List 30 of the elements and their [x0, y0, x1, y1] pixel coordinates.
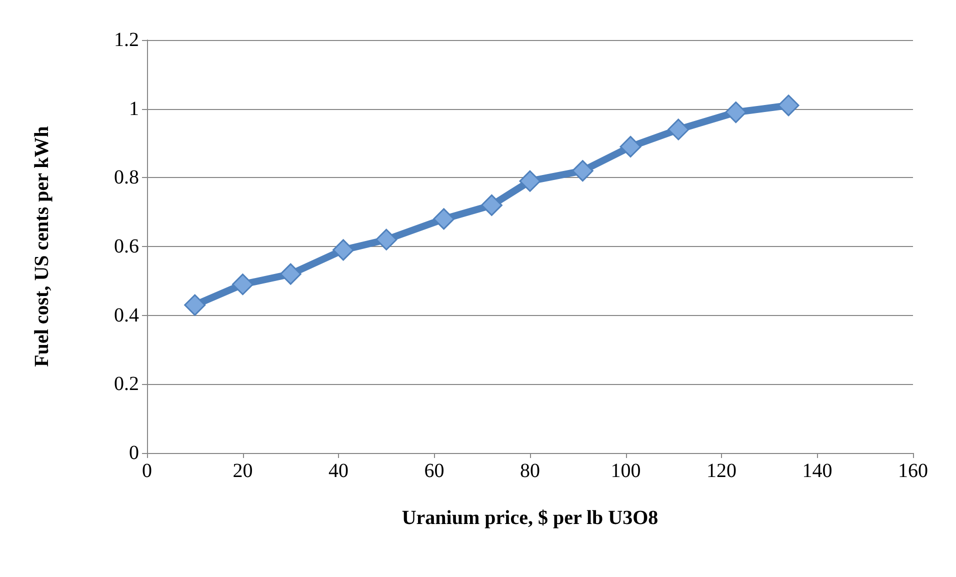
- point: [232, 274, 254, 296]
- y-tick-label: 1.2: [114, 29, 139, 51]
- x-tick-label: 80: [520, 460, 540, 482]
- x-tick-label: 20: [232, 460, 253, 482]
- point: [572, 160, 594, 182]
- point: [376, 228, 398, 250]
- point: [620, 136, 642, 158]
- x-tick-label: 100: [610, 460, 641, 482]
- point: [725, 102, 747, 124]
- y-tick-label: 1: [129, 98, 139, 120]
- y-tick-label: 0.6: [114, 236, 139, 258]
- x-tick-label: 160: [898, 460, 928, 482]
- x-tick-label: 120: [706, 460, 736, 482]
- x-tick-label: 60: [424, 460, 444, 482]
- x-axis-title: Uranium price, $ per lb U3O8: [402, 507, 658, 529]
- x-tick-label: 140: [802, 460, 832, 482]
- y-tick-label: 0.8: [114, 166, 139, 189]
- point: [332, 239, 354, 261]
- point: [480, 194, 502, 216]
- y-tick-label: 0.4: [114, 304, 139, 326]
- point: [519, 170, 541, 192]
- point: [280, 263, 302, 285]
- point: [184, 294, 206, 316]
- point: [668, 118, 690, 140]
- y-axis-title: Fuel cost, US cents per kWh: [31, 126, 53, 367]
- x-tick-label: 40: [328, 460, 348, 482]
- point: [778, 94, 800, 116]
- y-tick-label: 0.2: [114, 373, 139, 396]
- point: [433, 208, 455, 230]
- y-tick-label: 0: [129, 442, 139, 464]
